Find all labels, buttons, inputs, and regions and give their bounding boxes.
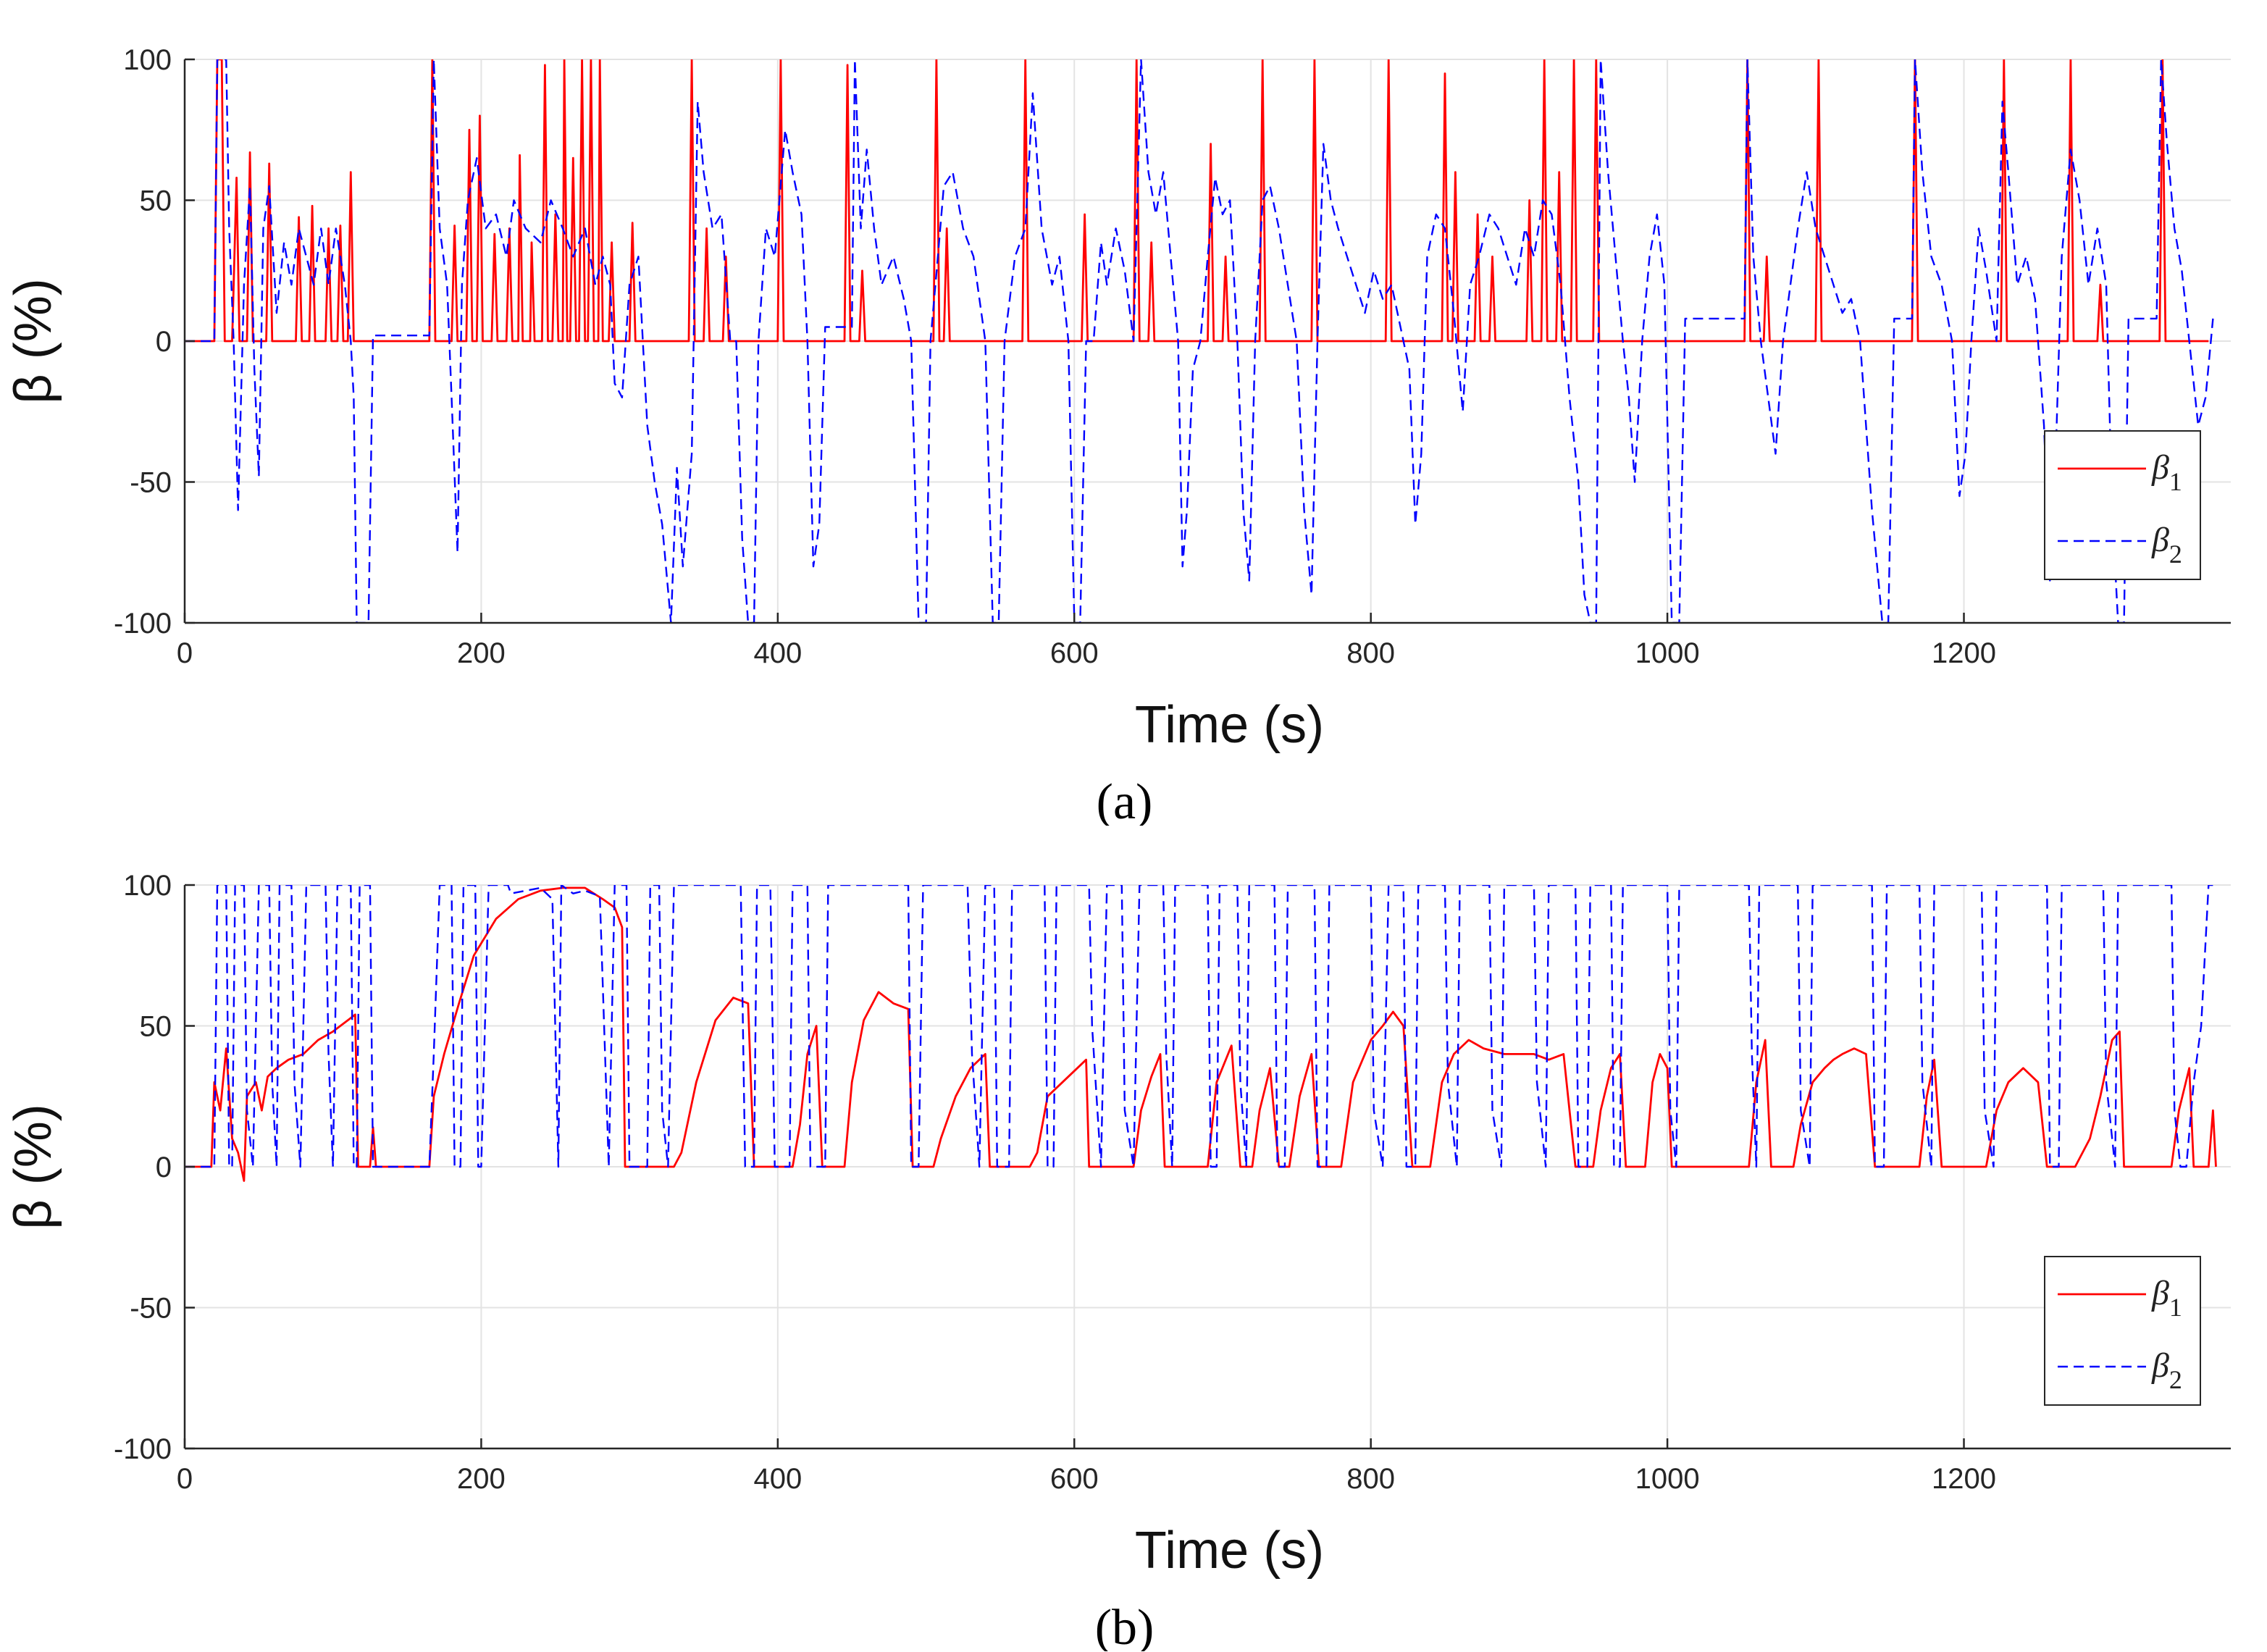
x-axis-label: Time (s) — [1135, 696, 1324, 754]
x-tick-label: 800 — [1346, 637, 1395, 669]
y-axis-label: β (%) — [4, 1104, 62, 1229]
x-tick-label: 0 — [177, 1463, 193, 1495]
chart-panel-b: 0 200 400 600 800 1000 1200 -100 -50 0 50 100 Time (… — [4, 870, 2231, 1651]
legend-box — [2044, 430, 2201, 580]
legend: β1 β2 — [2044, 1256, 2201, 1406]
x-tick-label: 1000 — [1635, 637, 1700, 669]
series-group — [185, 885, 2217, 1182]
y-tick-label: -50 — [130, 467, 172, 499]
y-tick-label: 100 — [123, 44, 172, 76]
legend-label-β1: β1 — [2151, 1274, 2182, 1322]
series-line-β2 — [185, 59, 2214, 623]
chart-panel-a: 0 200 400 600 800 1000 1200 -100 -50 0 50 100 Time (… — [4, 44, 2231, 826]
panel-caption: (a) — [1097, 774, 1153, 826]
panel-caption: (b) — [1095, 1600, 1155, 1651]
legend-label-β2: β2 — [2151, 1346, 2182, 1394]
legend-box — [2044, 1256, 2201, 1406]
y-tick-label: -100 — [114, 608, 172, 640]
series-group — [185, 59, 2214, 623]
x-tick-label: 1000 — [1635, 1463, 1700, 1495]
legend-label-β1: β1 — [2151, 448, 2182, 496]
y-tick-label: 50 — [140, 185, 172, 217]
x-tick-label: 0 — [177, 637, 193, 669]
x-tick-label: 200 — [457, 637, 506, 669]
x-tick-label: 800 — [1346, 1463, 1395, 1495]
series-line-β1 — [185, 886, 2217, 1182]
y-tick-label: -100 — [114, 1433, 172, 1465]
legend-label-β2: β2 — [2151, 521, 2182, 569]
x-tick-label: 600 — [1050, 1463, 1099, 1495]
x-tick-label: 400 — [753, 637, 802, 669]
y-axis-label: β (%) — [4, 278, 62, 403]
legend: β1 β2 — [2044, 430, 2201, 580]
x-tick-label: 400 — [753, 1463, 802, 1495]
x-tick-label: 1200 — [1932, 1463, 1996, 1495]
x-axis-label: Time (s) — [1135, 1522, 1324, 1580]
x-tick-label: 200 — [457, 1463, 506, 1495]
y-tick-label: 0 — [156, 326, 172, 358]
series-line-β2 — [185, 885, 2213, 1168]
x-tick-label: 600 — [1050, 637, 1099, 669]
y-tick-label: 0 — [156, 1152, 172, 1183]
x-tick-label: 1200 — [1932, 637, 1996, 669]
y-tick-label: -50 — [130, 1293, 172, 1325]
series-line-β1 — [185, 59, 2209, 343]
y-tick-label: 100 — [123, 870, 172, 902]
y-tick-label: 50 — [140, 1011, 172, 1043]
